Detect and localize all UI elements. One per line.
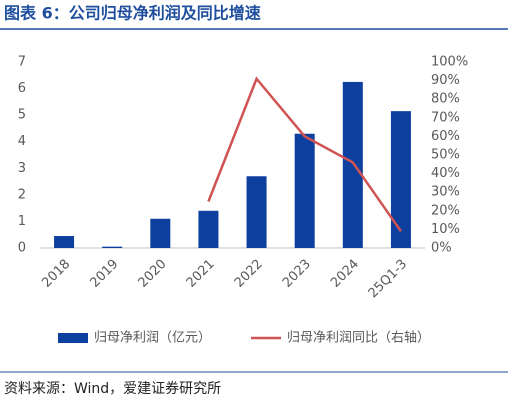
y2-tick-label: 60% [431,129,460,144]
y-tick-label: 6 [18,81,26,96]
x-tick-label: 2019 [87,257,121,291]
y-tick-label: 0 [18,241,26,256]
y2-tick-label: 30% [431,185,460,200]
legend-label: 归母净利润（亿元） [94,331,211,346]
y2-tick-label: 40% [431,166,460,181]
bar [198,210,219,248]
y-tick-label: 3 [18,161,26,176]
y2-tick-label: 90% [431,73,460,88]
x-tick-label: 2023 [280,257,314,291]
x-tick-label: 2024 [328,257,362,291]
y2-tick-label: 50% [431,148,460,163]
y2-tick-label: 80% [431,92,460,107]
y-tick-label: 7 [18,55,26,70]
y-tick-label: 2 [18,187,26,202]
y-tick-label: 4 [18,134,26,149]
x-tick-label: 2018 [39,257,73,291]
y2-tick-label: 10% [431,222,460,237]
source: 资料来源：Wind，爱建证券研究所 [4,381,221,397]
y-tick-label: 5 [18,108,26,123]
legend-label: 归母净利润同比（右轴） [287,331,430,346]
line [207,76,402,232]
bar [390,111,411,249]
y2-tick-label: 0% [431,241,452,256]
y2-tick-label: 100% [431,55,468,70]
bar [54,236,75,248]
bar [102,246,123,248]
y2-tick-label: 70% [431,110,460,125]
chart-title: 图表 6：公司归母净利润及同比增速 [4,4,261,23]
x-tick-label: 2021 [184,257,218,291]
bar [150,218,171,248]
x-tick-label: 25Q1-3 [366,257,411,302]
x-tick-label: 2022 [232,257,266,291]
bar [246,176,267,248]
bar [342,81,363,248]
bar [294,133,315,248]
x-tick-label: 2020 [136,257,170,291]
y-tick-label: 1 [18,214,26,229]
legend-swatch [58,333,88,343]
y2-tick-label: 20% [431,203,460,218]
